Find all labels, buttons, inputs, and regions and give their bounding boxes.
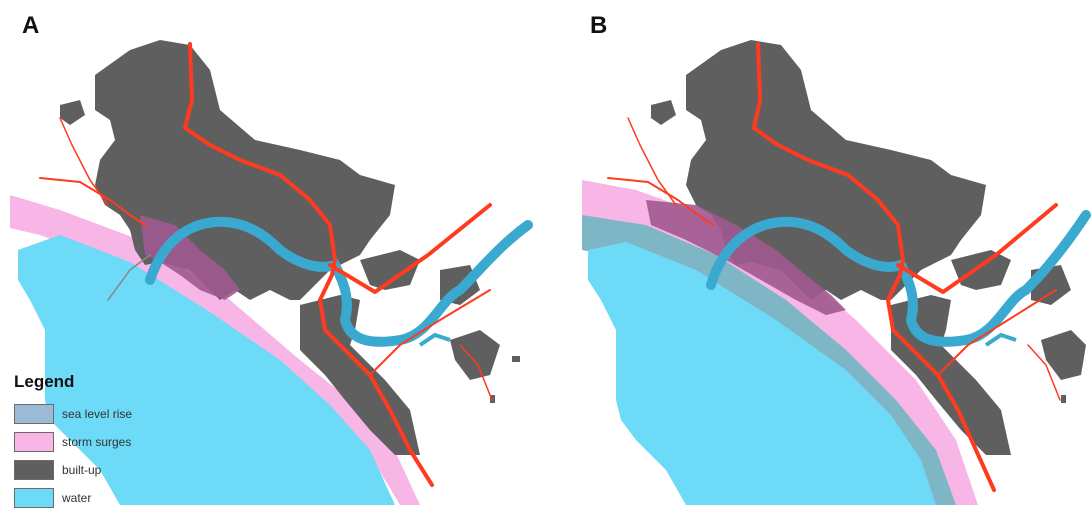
affected-built-up — [646, 200, 846, 315]
map-panel-a: A Legend sea level rise storm surges bui… — [0, 0, 546, 508]
map-panel-b: B — [546, 0, 1092, 507]
legend-label: built-up — [62, 463, 102, 477]
map-legend: Legend sea level rise storm surges built… — [14, 372, 214, 512]
road-network — [39, 42, 493, 487]
river-tributary — [984, 332, 1017, 347]
legend-label: storm surges — [62, 435, 132, 449]
affected-built-up — [140, 215, 240, 300]
legend-swatch-built-up — [14, 460, 54, 480]
storm-surge-zone — [10, 195, 420, 505]
map-a — [10, 40, 533, 505]
legend-label: water — [62, 491, 92, 505]
panel-label-a: A — [22, 12, 40, 39]
legend-item-storm-surges: storm surges — [14, 428, 214, 456]
panel-label-b: B — [590, 12, 608, 39]
legend-label: sea level rise — [62, 407, 133, 421]
map-b — [582, 40, 1091, 505]
legend-item-built-up: built-up — [14, 456, 214, 484]
legend-swatch-water — [14, 488, 54, 508]
road-network — [607, 42, 1061, 492]
sea-area — [18, 235, 395, 505]
legend-title: Legend — [14, 372, 75, 391]
river — [706, 210, 1091, 347]
legend-item-sea-level-rise: sea level rise — [14, 400, 214, 428]
legend-swatch-sea-level-rise — [14, 404, 54, 424]
sea-area — [588, 242, 936, 505]
legend-swatch-storm-surges — [14, 432, 54, 452]
river-tributary — [418, 332, 451, 347]
legend-item-water: water — [14, 484, 214, 512]
river — [145, 216, 533, 347]
